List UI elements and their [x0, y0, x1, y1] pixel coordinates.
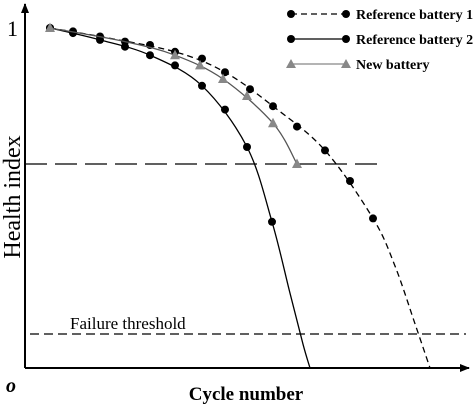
data-point-reference-battery-1: [269, 102, 277, 111]
legend-item-new-battery: New battery: [286, 58, 429, 73]
data-point-reference-battery-2: [96, 35, 104, 44]
y-axis-label: Health index: [0, 135, 26, 258]
data-point-reference-battery-1: [221, 68, 229, 77]
data-point-new-battery: [218, 73, 228, 83]
data-point-new-battery: [242, 90, 252, 100]
legend-marker-reference-battery-2: [287, 35, 295, 43]
data-point-reference-battery-2: [146, 51, 154, 60]
data-point-new-battery: [170, 49, 180, 60]
series-layer: [45, 22, 431, 369]
data-point-reference-battery-1: [198, 54, 206, 63]
legend-marker-new-battery: [286, 59, 296, 68]
data-point-reference-battery-1: [369, 214, 377, 223]
legend-item-reference-battery-2: Reference battery 2: [287, 33, 473, 48]
y-tick-label: 1: [7, 16, 18, 41]
data-point-reference-battery-1: [346, 177, 354, 185]
data-point-new-battery: [268, 117, 278, 128]
data-point-reference-battery-1: [246, 85, 254, 94]
data-point-new-battery: [45, 22, 55, 32]
data-point-reference-battery-2: [171, 61, 179, 70]
data-point-reference-battery-2: [121, 42, 129, 51]
origin-label: o: [6, 375, 16, 397]
legend-label-reference-battery-1: Reference battery 1: [356, 8, 473, 23]
legend-marker-reference-battery-1: [342, 10, 350, 18]
failure-threshold-label: Failure threshold: [70, 314, 186, 333]
legend-label-new-battery: New battery: [356, 58, 429, 73]
legend-item-reference-battery-1: Reference battery 1: [287, 8, 473, 23]
series-new-battery: [45, 22, 302, 168]
legend: Reference battery 1 Reference battery 2 …: [286, 8, 473, 73]
data-point-reference-battery-1: [321, 146, 329, 155]
data-point-new-battery: [195, 59, 205, 70]
x-axis-label: Cycle number: [189, 384, 304, 405]
legend-marker-reference-battery-2: [342, 35, 350, 43]
data-point-reference-battery-2: [221, 105, 229, 114]
legend-marker-new-battery: [341, 59, 351, 68]
data-point-reference-battery-2: [268, 217, 276, 226]
legend-marker-reference-battery-1: [287, 10, 295, 18]
data-point-new-battery: [292, 158, 302, 168]
data-point-reference-battery-1: [293, 122, 301, 131]
series-line-reference-battery-1: [49, 27, 431, 369]
data-point-reference-battery-2: [198, 81, 206, 90]
data-point-reference-battery-2: [243, 143, 251, 151]
legend-label-reference-battery-2: Reference battery 2: [356, 33, 473, 48]
